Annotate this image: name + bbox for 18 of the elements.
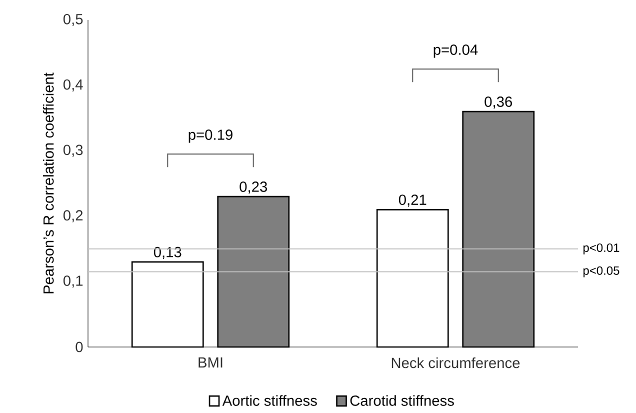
y-tick-label: 0,5 [63,14,83,26]
annotation: p=0.19 [188,130,232,143]
y-axis-title: Pearson’s R correlation coefficient [42,72,54,294]
y-tick-label: 0,4 [63,79,83,92]
annotation: p=0.04 [434,44,478,58]
x-tick-label: Neck circumference [392,357,520,368]
y-tick-label: 0,3 [63,144,83,157]
y-tick-label: 0,2 [63,210,83,222]
ref-line-label: p<0.01 [583,243,620,254]
data-label: 0,23 [240,182,267,194]
data-label: 0,36 [484,96,512,109]
legend-label: Aortic stiffness [222,395,317,406]
data-label: 0,21 [398,194,426,207]
ref-line-label: p<0.05 [583,266,620,278]
x-tick-label: BMI [198,357,222,368]
y-tick-label: 0 [76,342,83,352]
y-tick-label: 0,1 [63,276,83,288]
legend-label: Carotid stiffness [350,395,454,406]
